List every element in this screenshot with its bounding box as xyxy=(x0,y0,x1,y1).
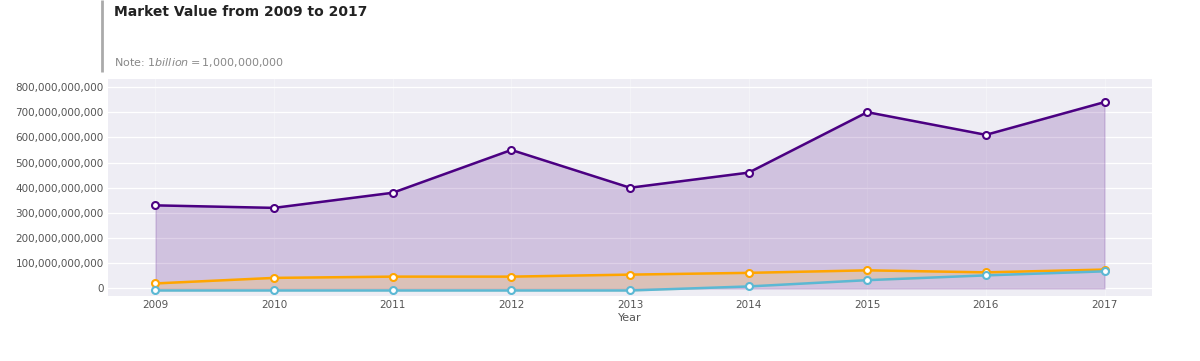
Text: Market Value from 2009 to 2017: Market Value from 2009 to 2017 xyxy=(114,5,367,19)
Text: Note: $1 billion = $1,000,000,000: Note: $1 billion = $1,000,000,000 xyxy=(114,56,284,69)
X-axis label: Year: Year xyxy=(618,313,642,323)
